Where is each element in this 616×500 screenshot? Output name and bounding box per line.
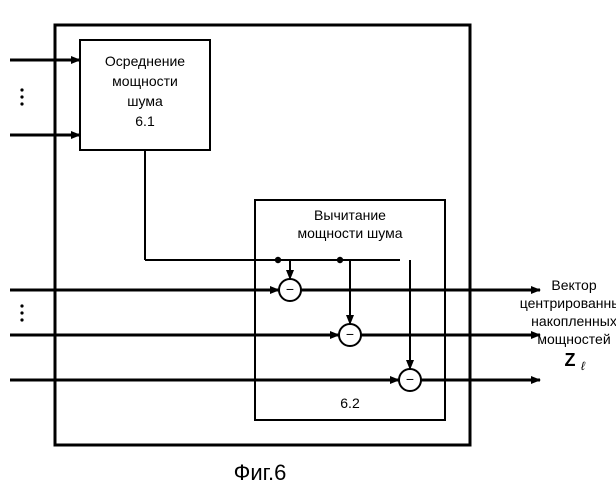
output-label-line: мощностей — [537, 331, 610, 347]
output-symbol: Z — [565, 350, 576, 370]
subtraction-block-title: мощности шума — [297, 225, 402, 241]
subtraction-block-id: 6.2 — [340, 395, 360, 411]
output-label-line: центрированных — [520, 295, 616, 311]
output-label-line: накопленных — [531, 313, 616, 329]
averaging-block-label: 6.1 — [135, 113, 155, 129]
minus-icon: − — [286, 281, 294, 297]
output-subscript: ℓ — [581, 359, 586, 373]
minus-icon: − — [406, 371, 414, 387]
averaging-block-label: Осреднение — [105, 53, 185, 69]
figure-caption: Фиг.6 — [234, 460, 287, 485]
averaging-block-label: мощности — [112, 73, 178, 89]
subtraction-block-title: Вычитание — [314, 207, 386, 223]
averaging-block-label: шума — [127, 93, 163, 109]
output-label-line: Вектор — [551, 277, 596, 293]
minus-icon: − — [346, 326, 354, 342]
